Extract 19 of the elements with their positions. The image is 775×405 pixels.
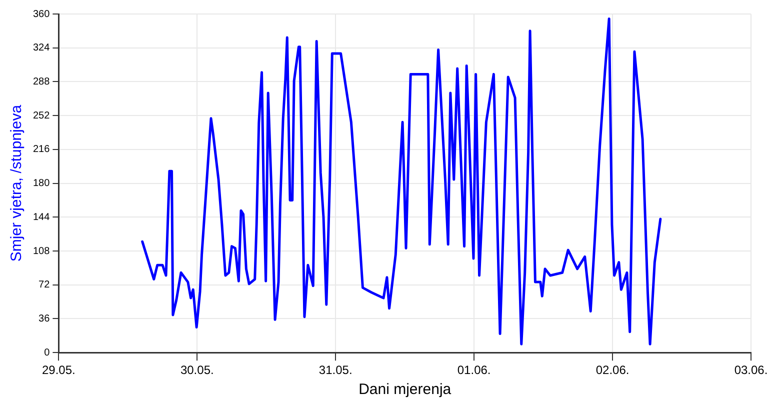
y-tick-label: 108 [32,246,50,257]
y-tick-label: 72 [38,280,50,291]
x-tick-label: 02.06. [596,363,630,378]
y-axis-title: Smjer vjetra, /stupnjeva [8,104,26,262]
y-tick-label: 324 [32,42,50,54]
y-tick-label: 360 [32,8,50,20]
y-tick-label: 216 [32,144,50,156]
x-tick-label: 01.06. [457,363,491,378]
y-tick-label: 288 [32,76,50,88]
x-tick-label: 03.06. [734,363,768,378]
x-tick-label: 29.05. [42,363,76,378]
x-axis-title: Dani mjerenja [358,381,452,398]
x-tick-label: 31.05. [318,363,352,378]
y-tick-label: 0 [44,347,50,358]
y-tick-label: 144 [32,212,50,223]
y-tick-label: 252 [32,110,50,122]
x-tick-label: 30.05. [180,363,214,378]
y-tick-label: 36 [38,313,50,324]
y-tick-label: 180 [32,178,50,190]
